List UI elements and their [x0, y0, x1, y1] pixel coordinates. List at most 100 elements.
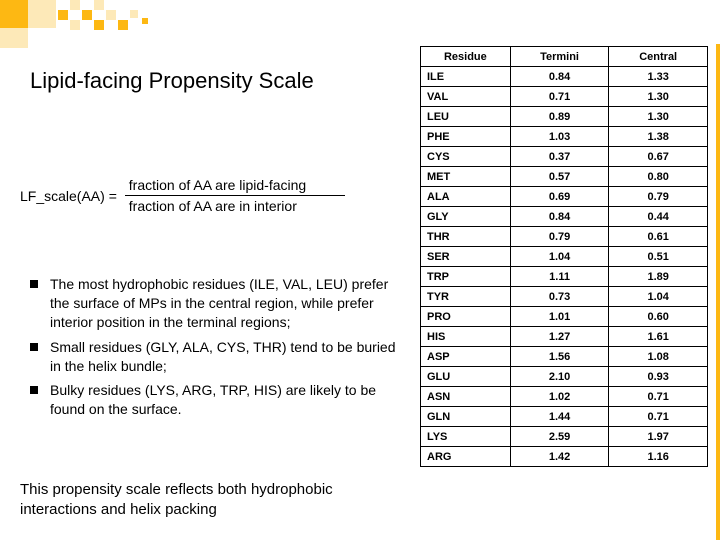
right-edge-accent	[716, 44, 720, 540]
table-header-cell: Residue	[421, 47, 511, 67]
residue-cell: TYR	[421, 287, 511, 307]
table-row: LEU0.891.30	[421, 107, 708, 127]
residue-cell: LEU	[421, 107, 511, 127]
central-cell: 1.30	[609, 87, 708, 107]
termini-cell: 1.02	[510, 387, 609, 407]
termini-cell: 0.79	[510, 227, 609, 247]
residue-cell: ASN	[421, 387, 511, 407]
termini-cell: 0.73	[510, 287, 609, 307]
formula-fraction: fraction of AA are lipid-facing fraction…	[125, 175, 345, 216]
table-row: CYS0.370.67	[421, 147, 708, 167]
deco-square	[58, 10, 68, 20]
deco-square	[94, 0, 104, 10]
formula-denominator: fraction of AA are in interior	[125, 196, 345, 216]
termini-cell: 1.42	[510, 447, 609, 467]
propensity-table: ResidueTerminiCentral ILE0.841.33VAL0.71…	[420, 46, 708, 467]
table-row: LYS2.591.97	[421, 427, 708, 447]
central-cell: 0.61	[609, 227, 708, 247]
list-item: The most hydrophobic residues (ILE, VAL,…	[30, 275, 400, 332]
central-cell: 1.38	[609, 127, 708, 147]
table-row: GLN1.440.71	[421, 407, 708, 427]
central-cell: 1.30	[609, 107, 708, 127]
central-cell: 0.93	[609, 367, 708, 387]
decorative-squares	[0, 0, 180, 55]
termini-cell: 0.84	[510, 67, 609, 87]
deco-square	[0, 28, 28, 48]
residue-cell: MET	[421, 167, 511, 187]
deco-square	[106, 10, 116, 20]
termini-cell: 2.10	[510, 367, 609, 387]
table-body: ILE0.841.33VAL0.711.30LEU0.891.30PHE1.03…	[421, 67, 708, 467]
deco-square	[0, 0, 28, 28]
termini-cell: 1.03	[510, 127, 609, 147]
termini-cell: 0.57	[510, 167, 609, 187]
central-cell: 0.79	[609, 187, 708, 207]
residue-cell: GLN	[421, 407, 511, 427]
table-row: MET0.570.80	[421, 167, 708, 187]
residue-cell: HIS	[421, 327, 511, 347]
central-cell: 1.16	[609, 447, 708, 467]
footer-text: This propensity scale reflects both hydr…	[20, 480, 410, 519]
central-cell: 1.04	[609, 287, 708, 307]
residue-cell: ARG	[421, 447, 511, 467]
table-row: SER1.040.51	[421, 247, 708, 267]
table-row: VAL0.711.30	[421, 87, 708, 107]
deco-square	[70, 20, 80, 30]
central-cell: 0.71	[609, 387, 708, 407]
deco-square	[130, 10, 138, 18]
central-cell: 0.60	[609, 307, 708, 327]
table-row: ARG1.421.16	[421, 447, 708, 467]
termini-cell: 0.84	[510, 207, 609, 227]
deco-square	[82, 10, 92, 20]
termini-cell: 1.11	[510, 267, 609, 287]
residue-cell: GLU	[421, 367, 511, 387]
table-row: TYR0.731.04	[421, 287, 708, 307]
table-row: HIS1.271.61	[421, 327, 708, 347]
formula-label: LF_scale(AA) =	[20, 188, 117, 204]
table-row: ILE0.841.33	[421, 67, 708, 87]
formula-numerator: fraction of AA are lipid-facing	[125, 175, 345, 195]
table-row: GLY0.840.44	[421, 207, 708, 227]
residue-cell: SER	[421, 247, 511, 267]
termini-cell: 0.37	[510, 147, 609, 167]
propensity-table-wrap: ResidueTerminiCentral ILE0.841.33VAL0.71…	[420, 46, 708, 467]
deco-square	[142, 18, 148, 24]
central-cell: 0.80	[609, 167, 708, 187]
residue-cell: ASP	[421, 347, 511, 367]
termini-cell: 1.01	[510, 307, 609, 327]
bullet-list: The most hydrophobic residues (ILE, VAL,…	[30, 275, 400, 425]
page-title: Lipid-facing Propensity Scale	[30, 68, 314, 94]
termini-cell: 1.04	[510, 247, 609, 267]
table-row: ALA0.690.79	[421, 187, 708, 207]
termini-cell: 0.69	[510, 187, 609, 207]
table-row: ASP1.561.08	[421, 347, 708, 367]
termini-cell: 1.27	[510, 327, 609, 347]
deco-square	[28, 0, 56, 28]
residue-cell: CYS	[421, 147, 511, 167]
central-cell: 1.08	[609, 347, 708, 367]
deco-square	[118, 20, 128, 30]
central-cell: 0.71	[609, 407, 708, 427]
table-header-cell: Termini	[510, 47, 609, 67]
residue-cell: LYS	[421, 427, 511, 447]
residue-cell: ALA	[421, 187, 511, 207]
central-cell: 0.51	[609, 247, 708, 267]
termini-cell: 0.71	[510, 87, 609, 107]
table-row: PRO1.010.60	[421, 307, 708, 327]
table-header-row: ResidueTerminiCentral	[421, 47, 708, 67]
residue-cell: GLY	[421, 207, 511, 227]
termini-cell: 1.44	[510, 407, 609, 427]
table-row: PHE1.031.38	[421, 127, 708, 147]
central-cell: 0.67	[609, 147, 708, 167]
residue-cell: THR	[421, 227, 511, 247]
residue-cell: VAL	[421, 87, 511, 107]
residue-cell: PHE	[421, 127, 511, 147]
deco-square	[70, 0, 80, 10]
central-cell: 0.44	[609, 207, 708, 227]
table-header-cell: Central	[609, 47, 708, 67]
table-row: THR0.790.61	[421, 227, 708, 247]
table-row: GLU2.100.93	[421, 367, 708, 387]
list-item: Bulky residues (LYS, ARG, TRP, HIS) are …	[30, 381, 400, 419]
termini-cell: 0.89	[510, 107, 609, 127]
table-row: ASN1.020.71	[421, 387, 708, 407]
